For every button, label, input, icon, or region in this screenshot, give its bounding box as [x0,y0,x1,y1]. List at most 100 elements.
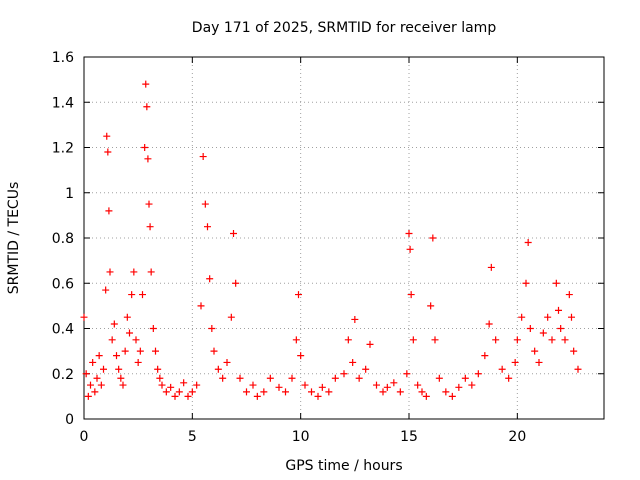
data-point [223,358,231,366]
data-point [143,103,151,111]
data-point [227,313,235,321]
data-point [418,388,426,396]
data-point [574,365,582,373]
y-tick-label: 0.8 [52,231,74,247]
data-point [373,381,380,389]
data-point [544,313,552,321]
data-point [288,374,296,382]
data-point [84,392,92,400]
data-point [121,347,129,355]
data-point [199,153,207,161]
data-point [167,383,175,391]
data-point [117,374,125,382]
data-point [145,200,153,208]
data-point [308,388,315,396]
data-point [535,358,543,366]
data-point [184,392,192,400]
data-point [82,370,90,378]
y-tick-label: 1 [65,186,74,202]
data-point [219,374,227,382]
data-point [481,352,489,360]
data-point [568,313,575,321]
data-point [139,291,146,299]
data-point [405,229,413,237]
data-point [80,313,88,321]
data-point [275,383,283,391]
data-point [565,291,573,299]
data-point [108,336,116,344]
y-tick-label: 0.6 [52,276,74,292]
data-point [208,325,216,332]
data-point [498,365,506,373]
data-point [379,388,387,396]
data-point [340,370,348,378]
data-point [435,374,443,382]
data-point [301,381,309,389]
data-point [243,388,250,396]
y-tick-label: 0.2 [52,367,74,383]
x-tick-label: 10 [292,429,310,445]
data-point [429,234,437,242]
data-point [193,381,201,389]
data-point [106,268,114,276]
data-point [539,329,547,337]
data-point [89,358,97,366]
y-tick-label: 0 [65,412,74,428]
data-point [156,374,164,382]
data-point [115,365,123,373]
data-point [87,381,94,389]
data-point [105,207,113,215]
data-point [390,379,398,387]
data-point [201,200,209,208]
data-point [210,347,218,355]
data-point [531,347,539,355]
data-point [292,336,300,344]
data-point [130,268,138,276]
data-point [282,388,289,396]
data-point [492,336,500,344]
y-tick-label: 1.6 [52,50,74,66]
data-point [505,374,513,382]
data-point [134,358,142,366]
data-point [113,352,120,360]
data-point [154,365,162,373]
data-point [511,358,519,366]
y-tick-label: 1.4 [52,95,74,111]
x-tick-label: 20 [508,429,526,445]
data-point [403,370,411,378]
grid-lines [84,57,604,419]
data-point [123,313,131,321]
data-point [95,352,103,360]
data-point [448,392,456,400]
data-point [91,388,99,396]
data-point [141,144,149,151]
data-point [548,336,556,344]
chart-title: Day 171 of 2025, SRMTID for receiver lam… [192,20,497,36]
data-point [396,388,404,396]
data-point [230,229,237,237]
data-point [485,320,493,328]
data-point [414,381,422,389]
data-point [204,223,211,231]
data-point [197,302,205,310]
data-point [362,365,370,373]
data-point [526,325,534,332]
data-point [344,336,352,344]
y-tick-label: 0.4 [52,322,74,338]
data-point [214,365,222,373]
data-point [236,374,244,382]
data-point [146,223,154,231]
y-axis-label: SRMTID / TECUs [6,182,22,295]
data-point [555,306,562,314]
data-point [427,302,435,310]
data-point [260,388,268,396]
data-point [522,279,530,287]
data-point [253,392,261,400]
data-point [318,383,326,391]
data-point [366,340,374,348]
data-point [325,388,333,396]
data-point [524,239,532,247]
x-tick-label: 0 [80,429,89,445]
data-point [171,392,179,400]
data-point [119,381,127,389]
